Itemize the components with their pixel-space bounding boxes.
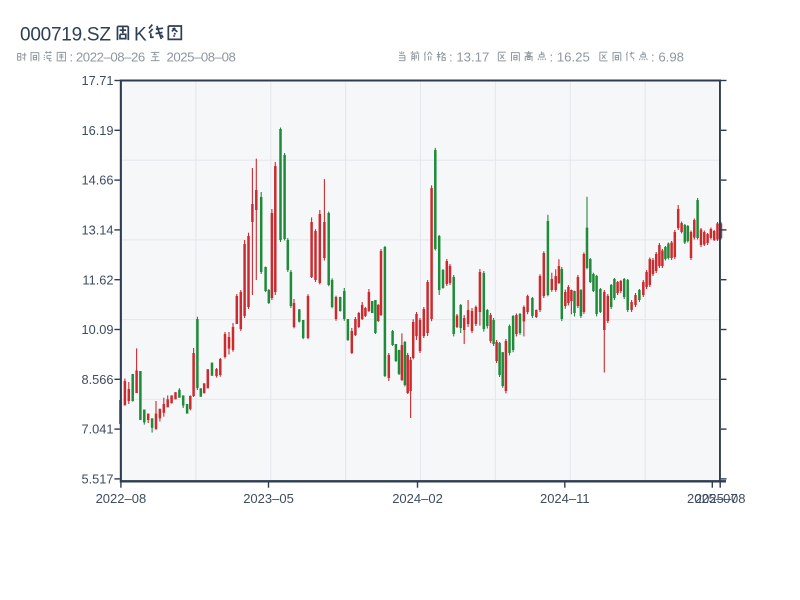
svg-text:2024–02: 2024–02	[392, 491, 443, 506]
svg-text:14.66: 14.66	[81, 173, 113, 188]
svg-text:: 6.98: : 6.98	[651, 50, 684, 65]
svg-text:2024–11: 2024–11	[540, 491, 590, 506]
svg-text:2023–05: 2023–05	[243, 491, 294, 506]
svg-text:8.566: 8.566	[81, 372, 113, 387]
svg-text:2025–08: 2025–08	[695, 491, 746, 506]
svg-text:10.09: 10.09	[81, 322, 113, 337]
svg-text:: 2022–08–26: : 2022–08–26	[70, 50, 145, 65]
svg-text:: 16.25: : 16.25	[550, 50, 590, 65]
svg-text:: 13.17: : 13.17	[449, 50, 489, 65]
svg-text:K: K	[134, 24, 147, 45]
svg-text:000719.SZ: 000719.SZ	[20, 24, 111, 45]
svg-text:2025–07: 2025–07	[687, 491, 738, 506]
svg-text:2025–08–08: 2025–08–08	[167, 50, 236, 65]
svg-text:7.041: 7.041	[81, 422, 113, 437]
svg-text:5.517: 5.517	[81, 472, 113, 487]
svg-text:16.19: 16.19	[81, 123, 113, 138]
svg-text:2022–08: 2022–08	[96, 491, 147, 506]
svg-text:11.62: 11.62	[82, 272, 113, 287]
svg-text:17.71: 17.71	[81, 73, 113, 88]
svg-text:13.14: 13.14	[81, 223, 113, 238]
